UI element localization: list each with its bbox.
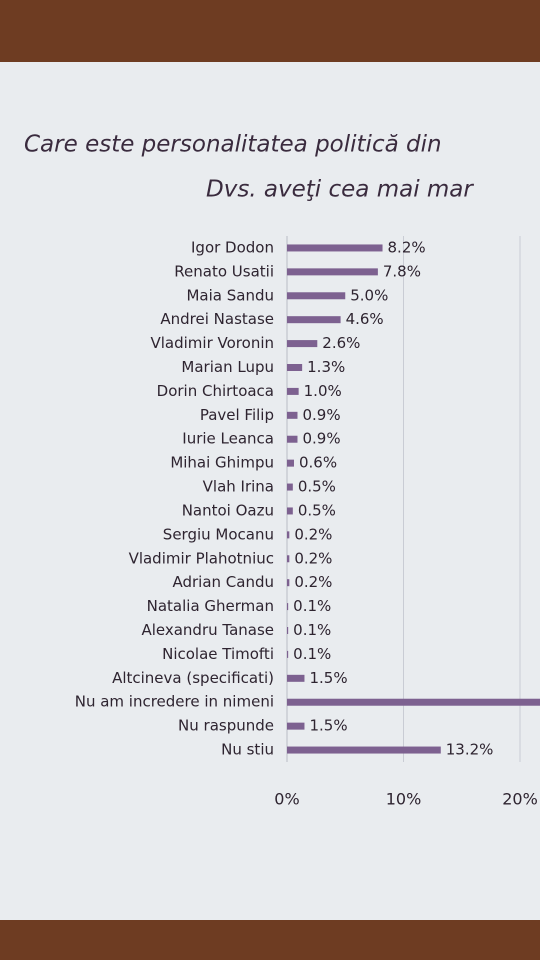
chart: Care este personalitatea politică din Dv…	[24, 132, 540, 809]
y-tick-label: Nu raspunde	[178, 717, 274, 735]
data-label: 8.2%	[388, 238, 426, 256]
bar	[287, 531, 290, 539]
bar	[287, 698, 540, 706]
y-tick-label: Maia Sandu	[186, 286, 274, 304]
bar	[287, 722, 305, 730]
bar	[287, 292, 346, 300]
y-tick-label: Pavel Filip	[200, 406, 274, 424]
y-tick-label: Vlah Irina	[203, 478, 274, 496]
y-tick-label: Renato Usatii	[174, 262, 274, 280]
y-tick-label: Natalia Gherman	[147, 597, 274, 615]
projection-screen	[0, 62, 540, 920]
y-tick-label: Vladimir Voronin	[151, 334, 275, 352]
data-label: 1.3%	[307, 358, 345, 376]
bar	[287, 340, 318, 348]
chart-title: Dvs. aveţi cea mai mar	[206, 177, 474, 203]
y-tick-label: Igor Dodon	[191, 238, 274, 256]
data-label: 0.2%	[294, 573, 332, 591]
y-tick-label: Dorin Chirtoaca	[157, 382, 274, 400]
y-tick-label: Iurie Leanca	[182, 430, 274, 448]
bar	[287, 674, 305, 682]
data-label: 0.6%	[299, 454, 337, 472]
data-label: 0.5%	[298, 501, 336, 519]
x-tick-label: 20%	[502, 790, 538, 809]
y-tick-label: Mihai Ghimpu	[170, 454, 274, 472]
bar	[287, 627, 289, 634]
bar	[287, 507, 293, 515]
y-tick-label: Nu stiu	[221, 741, 274, 759]
bar	[287, 555, 290, 563]
data-label: 0.5%	[298, 478, 336, 496]
bar	[287, 579, 290, 587]
x-tick-label: 10%	[386, 790, 422, 809]
bar	[287, 387, 299, 395]
bar	[287, 364, 303, 371]
bar	[287, 746, 441, 754]
bar	[287, 316, 341, 324]
y-tick-label: Marian Lupu	[181, 358, 274, 376]
y-tick-label: Andrei Nastase	[160, 310, 274, 328]
data-label: 0.1%	[293, 597, 331, 615]
data-label: 7.8%	[383, 262, 421, 280]
data-label: 0.2%	[294, 549, 332, 567]
bar	[287, 650, 289, 658]
bar	[287, 603, 289, 611]
data-label: 0.9%	[302, 406, 340, 424]
data-label: 2.6%	[322, 334, 360, 352]
y-tick-label: Altcineva (specificati)	[112, 669, 274, 687]
bar	[287, 435, 298, 443]
y-tick-label: Adrian Candu	[172, 573, 274, 591]
data-label: 1.5%	[309, 669, 347, 687]
chart-title: Care este personalitatea politică din	[24, 132, 442, 158]
data-label: 1.0%	[304, 382, 342, 400]
data-label: 0.1%	[293, 621, 331, 639]
bar	[287, 244, 383, 252]
bar	[287, 483, 293, 491]
y-tick-label: Nu am incredere in nimeni	[75, 693, 274, 711]
bar	[287, 268, 378, 276]
bar	[287, 411, 298, 419]
data-label: 0.9%	[302, 430, 340, 448]
data-label: 1.5%	[309, 717, 347, 735]
y-tick-label: Nicolae Timofti	[162, 645, 274, 663]
data-label: 0.1%	[293, 645, 331, 663]
data-label: 0.2%	[294, 525, 332, 543]
bar	[287, 459, 294, 467]
y-tick-label: Vladimir Plahotniuc	[129, 549, 274, 567]
data-label: 13.2%	[446, 741, 494, 759]
y-tick-label: Nantoi Oazu	[182, 501, 274, 519]
y-tick-label: Alexandru Tanase	[141, 621, 274, 639]
data-label: 5.0%	[350, 286, 388, 304]
y-tick-label: Sergiu Mocanu	[163, 525, 274, 543]
x-tick-label: 0%	[274, 790, 299, 809]
data-label: 4.6%	[346, 310, 384, 328]
